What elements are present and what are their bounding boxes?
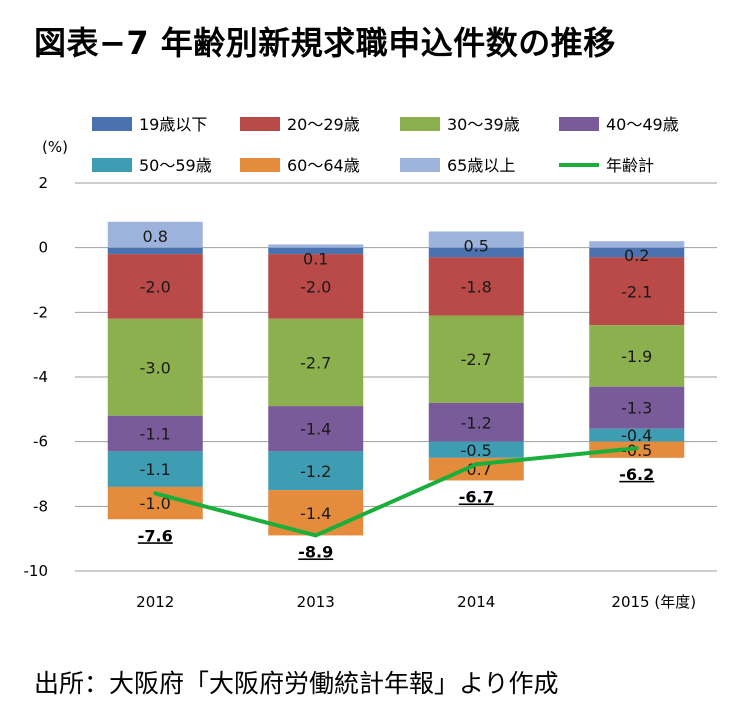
bar-segment	[268, 254, 364, 319]
bar-segment	[107, 221, 203, 248]
legend-swatch	[240, 158, 280, 172]
data-label: -1.1	[140, 460, 171, 479]
x-tick-label: 2013	[297, 593, 335, 611]
legend-label: 19歳以下	[139, 115, 207, 134]
x-tick-label: 2014	[457, 593, 495, 611]
data-label: -2.7	[300, 353, 331, 372]
x-axis-ticks: 2012 2013 2014 2015 (年度)	[136, 593, 696, 611]
legend-label: 50～59歳	[139, 156, 212, 175]
y-axis-unit-label: (%)	[42, 138, 68, 156]
source-note: 出所：大阪府「大阪府労働統計年報」より作成	[34, 669, 559, 698]
line-point	[153, 491, 158, 496]
bar-segment	[589, 428, 685, 442]
x-tick-label: 2015 (年度)	[611, 593, 696, 611]
x-tick-label: 2012	[136, 593, 174, 611]
total-label: -6.7	[459, 487, 494, 506]
line-series	[154, 446, 637, 538]
bar-segment	[107, 254, 203, 319]
bar-segment	[268, 318, 364, 407]
y-tick-label: -4	[33, 368, 48, 386]
chart-title: 図表−7 年齢別新規求職申込件数の推移	[34, 24, 616, 62]
data-label: 0.1	[303, 249, 328, 268]
data-label: -1.2	[300, 462, 331, 481]
data-label: -1.9	[621, 347, 652, 366]
segment-labels: -2.0 -3.0 -1.1 -1.1 -1.0 0.8 -2.0 -2.7 -1.4 -1.2 -…	[140, 227, 653, 523]
data-label: -0.5	[461, 441, 492, 460]
y-tick-label: 0	[38, 239, 48, 257]
legend: 19歳以下 20～29歳 30～39歳 40～49歳 50～59歳 60～64歳 65歳以上…	[92, 115, 679, 175]
data-label: -3.0	[140, 358, 171, 377]
legend-label: 65歳以上	[447, 156, 515, 175]
bar-segment	[589, 257, 685, 326]
bar-segment	[428, 315, 524, 403]
bar-segment	[589, 386, 685, 429]
data-label: -1.0	[140, 494, 171, 513]
y-tick-label: -6	[33, 433, 48, 451]
data-label: -1.4	[300, 504, 331, 523]
data-label: -1.4	[300, 420, 331, 439]
total-label: -7.6	[138, 526, 173, 545]
data-label: 0.8	[143, 227, 168, 246]
data-label: -1.2	[461, 413, 492, 432]
legend-swatch	[400, 158, 440, 172]
legend-label: 年齢計	[606, 156, 654, 175]
total-label: -6.2	[619, 465, 654, 484]
legend-swatch	[240, 117, 280, 131]
bar-segment	[107, 415, 203, 452]
y-tick-label: 2	[38, 174, 48, 192]
bar-segment	[428, 257, 524, 316]
data-label: -0.4	[621, 426, 652, 445]
line-point	[313, 533, 318, 538]
legend-label: 20～29歳	[287, 115, 360, 134]
y-axis-ticks: 2 0 -2 -4 -6 -8 -10	[24, 174, 49, 580]
bar-segment	[428, 247, 524, 258]
total-line: -7.6 -8.9 -6.7 -6.2	[138, 446, 654, 561]
y-tick-label: -10	[24, 562, 49, 580]
data-label: 0.2	[624, 246, 649, 265]
data-label: -1.8	[461, 277, 492, 296]
total-label: -8.9	[298, 542, 333, 561]
legend-label: 60～64歳	[287, 156, 360, 175]
data-label: -2.0	[300, 277, 331, 296]
y-tick-label: -2	[33, 303, 48, 321]
legend-label: 30～39歳	[447, 115, 520, 134]
legend-swatch	[559, 117, 599, 131]
bar-segment	[268, 244, 364, 248]
line-point	[474, 462, 479, 467]
data-label: -2.7	[461, 350, 492, 369]
bar-segment	[589, 241, 685, 248]
bar-segment	[268, 451, 364, 491]
bar-segment	[428, 441, 524, 458]
legend-swatch	[92, 117, 132, 131]
data-label: -2.0	[140, 277, 171, 296]
bar-segment	[428, 402, 524, 442]
y-tick-label: -8	[33, 497, 48, 515]
bar-segment	[428, 231, 524, 248]
bar-segment	[589, 247, 685, 258]
data-label: -1.3	[621, 399, 652, 418]
bar-segment	[107, 318, 203, 416]
legend-swatch	[92, 158, 132, 172]
bar-segment	[268, 247, 364, 255]
legend-swatch	[400, 117, 440, 131]
legend-label: 40～49歳	[606, 115, 679, 134]
bars	[107, 221, 685, 536]
data-label: -0.5	[621, 441, 652, 460]
bar-segment	[107, 451, 203, 487]
line-point	[634, 446, 639, 451]
bar-segment	[107, 247, 203, 255]
data-label: -2.1	[621, 282, 652, 301]
bar-segment	[589, 325, 685, 387]
bar-segment	[268, 406, 364, 452]
data-label: 0.5	[464, 237, 489, 256]
data-label: -1.1	[140, 425, 171, 444]
